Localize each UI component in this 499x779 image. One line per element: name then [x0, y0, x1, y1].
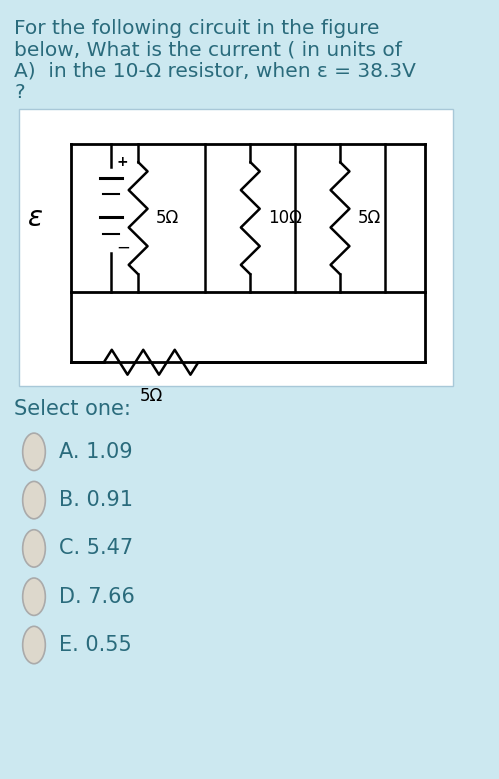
- Text: −: −: [116, 238, 130, 257]
- Text: 5Ω: 5Ω: [140, 387, 163, 405]
- Text: For the following circuit in the figure: For the following circuit in the figure: [14, 19, 380, 38]
- Text: 10Ω: 10Ω: [268, 209, 302, 227]
- Text: +: +: [117, 155, 129, 169]
- Text: E. 0.55: E. 0.55: [59, 635, 132, 655]
- Text: B. 0.91: B. 0.91: [59, 490, 133, 510]
- FancyBboxPatch shape: [19, 109, 454, 386]
- Circle shape: [22, 578, 45, 615]
- Text: 5Ω: 5Ω: [156, 209, 179, 227]
- Text: ?: ?: [14, 83, 25, 101]
- Text: C. 5.47: C. 5.47: [59, 538, 133, 559]
- Circle shape: [22, 481, 45, 519]
- Circle shape: [22, 433, 45, 471]
- Text: D. 7.66: D. 7.66: [59, 587, 135, 607]
- Text: Select one:: Select one:: [14, 399, 131, 419]
- Text: 5Ω: 5Ω: [358, 209, 381, 227]
- Text: A)  in the 10-Ω resistor, when ε = 38.3V: A) in the 10-Ω resistor, when ε = 38.3V: [14, 62, 416, 80]
- Text: below, What is the current ( in units of: below, What is the current ( in units of: [14, 41, 402, 59]
- Text: A. 1.09: A. 1.09: [59, 442, 133, 462]
- Circle shape: [22, 530, 45, 567]
- Text: ε: ε: [28, 204, 43, 232]
- Circle shape: [22, 626, 45, 664]
